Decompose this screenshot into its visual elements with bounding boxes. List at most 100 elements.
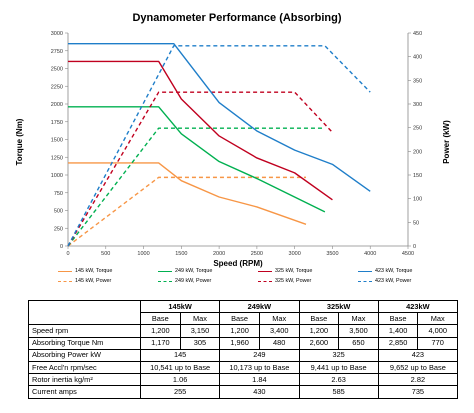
table-cell: 325 bbox=[298, 348, 379, 362]
table-cell: 1,170 bbox=[140, 336, 181, 350]
y-tick-left-label: 250 bbox=[54, 226, 63, 232]
legend-label: 145 kW, Torque bbox=[75, 268, 113, 274]
table-row: Free Accl'n rpm/sec 10,541 up to Base 10,1… bbox=[28, 360, 459, 375]
chart-title: Dynamometer Performance (Absorbing) bbox=[132, 12, 342, 24]
table-subheader-row: Base Max Base Max Base Max Base Max bbox=[29, 312, 458, 326]
y-tick-right-label: 150 bbox=[413, 173, 422, 179]
x-tick-label: 1000 bbox=[137, 251, 149, 257]
table-cell: 770 bbox=[417, 336, 458, 350]
y-tick-right-label: 200 bbox=[413, 149, 422, 155]
y-tick-left-label: 1500 bbox=[51, 138, 63, 144]
table-cell: 10,173 up to Base bbox=[219, 360, 300, 375]
table-cell: 650 bbox=[338, 336, 379, 350]
table-cell: 1,400 bbox=[377, 324, 419, 338]
table-cell: 430 bbox=[219, 385, 300, 399]
table-cell: 10,541 up to Base bbox=[139, 360, 221, 375]
legend-swatch bbox=[58, 280, 72, 282]
table-cell: 1,200 bbox=[219, 324, 260, 338]
table-subheader-cell: Max bbox=[417, 312, 458, 326]
legend-label: 325 kW, Power bbox=[275, 278, 312, 284]
table-cell: 9,652 up to Base bbox=[377, 360, 459, 375]
chart-legend: 145 kW, Torque 249 kW, Torque 325 kW, Torq… bbox=[58, 268, 433, 288]
spec-table: 145kW 249kW 325kW 423kW Base Max Base Max Base Ma… bbox=[28, 299, 459, 399]
table-row: Absorbing Torque Nm 1,170 305 1,960 480 2,600… bbox=[28, 336, 458, 350]
table-row-label: Free Accl'n rpm/sec bbox=[28, 360, 141, 375]
y-axis-label-right: Power (kW) bbox=[442, 120, 451, 164]
y-tick-right-label: 50 bbox=[413, 220, 419, 226]
x-tick-label: 3000 bbox=[289, 251, 301, 257]
series-line-1 bbox=[68, 162, 307, 225]
legend-label: 249 kW, Torque bbox=[175, 268, 213, 274]
table-cell: 1,200 bbox=[140, 324, 181, 338]
table-cell: 255 bbox=[139, 385, 221, 399]
table-cell: 2,600 bbox=[298, 336, 340, 350]
y-tick-left-label: 500 bbox=[54, 209, 63, 215]
legend-swatch bbox=[158, 270, 172, 272]
table-subheader-cell: Base bbox=[219, 312, 260, 326]
table-cell: 249 bbox=[219, 348, 300, 362]
table-model-header: 145kW bbox=[139, 299, 221, 314]
series-line-2 bbox=[67, 176, 306, 247]
table-cell: 3,500 bbox=[338, 324, 379, 338]
series-line-6 bbox=[67, 91, 333, 247]
table-cell: 1.84 bbox=[219, 373, 300, 387]
legend-label: 249 kW, Power bbox=[175, 278, 212, 284]
table-row: Current amps 255 430 585 735 bbox=[28, 385, 459, 399]
y-axis-label-left: Torque (Nm) bbox=[15, 118, 24, 165]
chart-svg: 0250500750100012501500175020002250250027… bbox=[15, 31, 451, 268]
table-cell: 145 bbox=[139, 348, 221, 362]
table-subheader-cell: Base bbox=[298, 312, 340, 326]
legend-swatch bbox=[358, 280, 372, 282]
y-tick-right-label: 400 bbox=[413, 55, 422, 61]
legend-swatch bbox=[58, 270, 72, 272]
table-row-label: Absorbing Power kW bbox=[28, 348, 141, 362]
series-line-8 bbox=[67, 45, 371, 247]
table-cell: 2,850 bbox=[377, 336, 419, 350]
x-tick-label: 3500 bbox=[326, 251, 338, 257]
table-cell: 1,960 bbox=[219, 336, 260, 350]
y-tick-left-label: 3000 bbox=[51, 31, 63, 37]
legend-swatch bbox=[258, 270, 272, 272]
x-tick-label: 500 bbox=[101, 251, 110, 257]
y-tick-left-label: 1000 bbox=[51, 173, 63, 179]
legend-label: 423 kW, Torque bbox=[375, 268, 413, 274]
y-tick-right-label: 450 bbox=[413, 31, 422, 37]
legend-item: 249 kW, Power bbox=[158, 278, 211, 284]
legend-item: 423 kW, Torque bbox=[358, 268, 412, 274]
legend-label: 325 kW, Torque bbox=[275, 268, 313, 274]
legend-swatch bbox=[358, 270, 372, 272]
table-cell: 305 bbox=[179, 336, 221, 350]
table-subheader-cell: Max bbox=[258, 312, 300, 326]
table-cell: 3,150 bbox=[179, 324, 221, 338]
series-layer bbox=[67, 42, 371, 247]
table-model-header: 325kW bbox=[298, 299, 379, 314]
table-cell: 735 bbox=[377, 385, 459, 399]
axes-layer: 0250500750100012501500175020002250250027… bbox=[51, 31, 422, 257]
table-row: Speed rpm 1,200 3,150 1,200 3,400 1,200 3,500 1… bbox=[28, 324, 458, 338]
legend-item: 423 kW, Power bbox=[358, 278, 411, 284]
x-tick-label: 0 bbox=[66, 251, 69, 257]
table-cell: 4,000 bbox=[417, 324, 458, 338]
legend-swatch bbox=[158, 280, 172, 282]
legend-item: 325 kW, Power bbox=[258, 278, 311, 284]
x-axis-label: Speed (RPM) bbox=[213, 259, 263, 268]
y-tick-left-label: 2000 bbox=[51, 102, 63, 108]
table-row-label: Rotor inertia kg/m² bbox=[28, 373, 141, 387]
x-tick-label: 2500 bbox=[251, 251, 263, 257]
y-tick-right-label: 250 bbox=[413, 126, 422, 132]
y-tick-left-label: 0 bbox=[60, 244, 63, 250]
series-line-7 bbox=[68, 42, 371, 192]
y-tick-left-label: 750 bbox=[54, 191, 63, 197]
table-row-label: Absorbing Torque Nm bbox=[28, 336, 141, 350]
series-line-3 bbox=[68, 106, 326, 213]
table-subheader-cell: Base bbox=[140, 312, 181, 326]
y-tick-left-label: 2250 bbox=[51, 84, 63, 90]
table-subheader-cell: Max bbox=[179, 312, 221, 326]
table-cell: 2.82 bbox=[377, 373, 459, 387]
y-tick-right-label: 0 bbox=[413, 244, 416, 250]
series-line-4 bbox=[67, 127, 325, 247]
legend-item: 249 kW, Torque bbox=[158, 268, 212, 274]
legend-item: 325 kW, Torque bbox=[258, 268, 312, 274]
x-tick-label: 2000 bbox=[213, 251, 225, 257]
table-row: Absorbing Power kW 145 249 325 423 bbox=[28, 348, 459, 362]
